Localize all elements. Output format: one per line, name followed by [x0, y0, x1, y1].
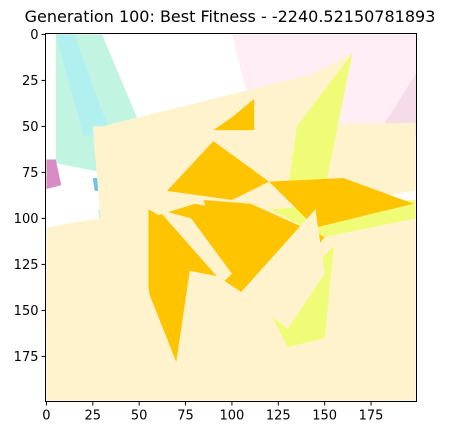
y-tick-label: 175: [14, 350, 39, 365]
y-tick-label: 150: [14, 304, 39, 319]
x-tick-label: 0: [42, 409, 50, 424]
x-tick-label: 25: [85, 409, 102, 424]
x-tick-label: 100: [220, 409, 245, 424]
y-tick-label: 125: [14, 258, 39, 273]
x-tick-label: 75: [177, 409, 194, 424]
y-axis: 0 25 50 75 100 125 150 175: [14, 28, 46, 365]
y-tick-label: 50: [22, 120, 39, 135]
x-tick-label: 175: [359, 409, 384, 424]
y-tick-label: 25: [22, 74, 39, 89]
y-tick-label: 0: [30, 28, 38, 43]
y-tick-label: 75: [22, 166, 39, 181]
plot-area: [46, 34, 418, 402]
chart-title: Generation 100: Best Fitness - -2240.521…: [25, 7, 436, 26]
x-tick-label: 125: [266, 409, 291, 424]
y-tick-label: 100: [14, 212, 39, 227]
x-tick-label: 150: [312, 409, 337, 424]
x-tick-label: 50: [131, 409, 148, 424]
x-axis: 0 25 50 75 100 125 150 175: [42, 402, 383, 424]
